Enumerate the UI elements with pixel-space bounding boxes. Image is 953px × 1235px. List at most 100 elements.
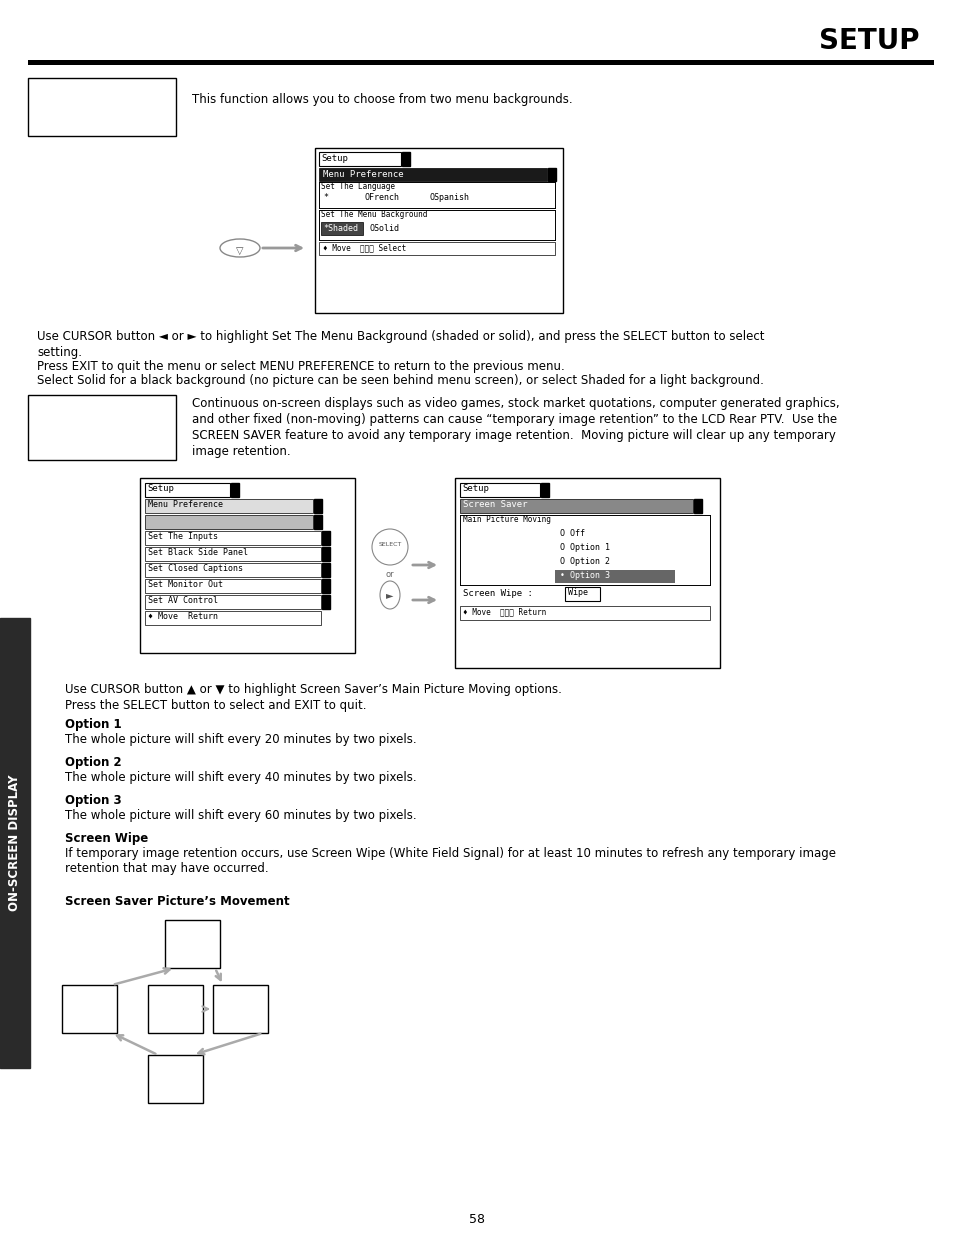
Bar (555, 571, 675, 583)
Text: Option 2: Option 2 (65, 756, 121, 769)
Bar (165, 920, 220, 968)
Bar (318, 152, 400, 165)
Bar (28, 61, 933, 65)
Bar (318, 242, 555, 254)
Bar (145, 547, 320, 561)
Bar (318, 168, 546, 182)
Text: This function allows you to choose from two menu backgrounds.: This function allows you to choose from … (192, 94, 572, 106)
Text: The whole picture will shift every 60 minutes by two pixels.: The whole picture will shift every 60 mi… (65, 809, 416, 823)
Text: 58: 58 (469, 1213, 484, 1226)
Text: Main Picture Moving: Main Picture Moving (462, 515, 550, 524)
Text: Option 3: Option 3 (65, 794, 121, 806)
Text: Wipe: Wipe (567, 588, 587, 597)
Bar (322, 579, 330, 593)
Text: The whole picture will shift every 20 minutes by two pixels.: The whole picture will shift every 20 mi… (65, 734, 416, 746)
Bar (314, 515, 322, 529)
Text: Press the SELECT button to select and EXIT to quit.: Press the SELECT button to select and EX… (65, 699, 366, 713)
Text: *Shaded: *Shaded (323, 224, 357, 233)
Text: Set Black Side Panel: Set Black Side Panel (148, 548, 248, 557)
Bar (145, 595, 320, 609)
Text: Option 1: Option 1 (65, 718, 121, 731)
Bar (62, 986, 117, 1032)
Text: OFrench: OFrench (365, 193, 399, 203)
Bar (564, 587, 599, 601)
Text: Set Closed Captions: Set Closed Captions (148, 564, 243, 573)
Bar (459, 499, 692, 513)
Text: ►: ► (386, 590, 394, 600)
Text: Setup: Setup (461, 484, 488, 493)
Text: OSpanish: OSpanish (430, 193, 470, 203)
Text: • Option 3: • Option 3 (559, 571, 609, 580)
Bar (459, 483, 539, 496)
Bar (145, 611, 320, 625)
Text: ♦ Move  ⓂⓄⓃ Select: ♦ Move ⓂⓄⓃ Select (323, 243, 406, 252)
Text: Screen Saver: Screen Saver (462, 500, 527, 509)
Text: Screen Saver Picture’s Movement: Screen Saver Picture’s Movement (65, 895, 290, 908)
Text: SETUP: SETUP (819, 27, 919, 56)
Bar (401, 152, 410, 165)
Text: image retention.: image retention. (192, 445, 291, 458)
Text: Use CURSOR button ▲ or ▼ to highlight Screen Saver’s Main Picture Moving options: Use CURSOR button ▲ or ▼ to highlight Sc… (65, 683, 561, 697)
Bar (145, 515, 313, 529)
Bar (28, 395, 175, 459)
Bar (145, 531, 320, 545)
Bar (455, 478, 720, 668)
Bar (145, 483, 230, 496)
Text: The whole picture will shift every 40 minutes by two pixels.: The whole picture will shift every 40 mi… (65, 771, 416, 784)
Text: Set The Menu Background: Set The Menu Background (320, 210, 427, 219)
Text: retention that may have occurred.: retention that may have occurred. (65, 862, 269, 876)
Bar (148, 986, 203, 1032)
Bar (0, 618, 30, 1068)
Text: Screen Wipe: Screen Wipe (65, 832, 148, 845)
Text: ON-SCREEN DISPLAY: ON-SCREEN DISPLAY (9, 774, 22, 911)
Text: If temporary image retention occurs, use Screen Wipe (White Field Signal) for at: If temporary image retention occurs, use… (65, 847, 835, 860)
Bar (145, 499, 313, 513)
Bar (28, 78, 175, 136)
Text: SELECT: SELECT (378, 542, 401, 547)
Bar (148, 1055, 203, 1103)
Bar (547, 168, 556, 182)
Text: setting.: setting. (37, 346, 82, 359)
Text: Set AV Control: Set AV Control (148, 597, 218, 605)
Text: Setup: Setup (147, 484, 173, 493)
Bar (322, 547, 330, 561)
Bar (540, 483, 548, 496)
Circle shape (372, 529, 408, 564)
Bar (322, 531, 330, 545)
Bar (693, 499, 701, 513)
Bar (145, 579, 320, 593)
Text: Setup: Setup (320, 154, 348, 163)
Text: OSolid: OSolid (370, 224, 399, 233)
Text: SCREEN SAVER feature to avoid any temporary image retention.  Moving picture wil: SCREEN SAVER feature to avoid any tempor… (192, 429, 835, 442)
Text: ♦ Move  Return: ♦ Move Return (148, 613, 218, 621)
Ellipse shape (220, 240, 260, 257)
Text: ♦ Move  ⓂⓄⓃ Return: ♦ Move ⓂⓄⓃ Return (462, 606, 546, 616)
Text: Use CURSOR button ◄ or ► to highlight Set The Menu Background (shaded or solid),: Use CURSOR button ◄ or ► to highlight Se… (37, 330, 763, 343)
Text: Menu Preference: Menu Preference (323, 170, 403, 179)
Bar (314, 148, 562, 312)
Text: Select Solid for a black background (no picture can be seen behind menu screen),: Select Solid for a black background (no … (37, 374, 763, 387)
Bar (459, 606, 709, 620)
Text: Set The Inputs: Set The Inputs (148, 532, 218, 541)
Text: Set Monitor Out: Set Monitor Out (148, 580, 223, 589)
Bar (145, 563, 320, 577)
Ellipse shape (379, 580, 399, 609)
Text: Continuous on-screen displays such as video games, stock market quotations, comp: Continuous on-screen displays such as vi… (192, 396, 839, 410)
Bar (231, 483, 239, 496)
Text: Press EXIT to quit the menu or select MENU PREFERENCE to return to the previous : Press EXIT to quit the menu or select ME… (37, 359, 564, 373)
Bar (140, 478, 355, 653)
Text: or: or (385, 571, 394, 579)
Text: and other fixed (non-moving) patterns can cause “temporary image retention” to t: and other fixed (non-moving) patterns ca… (192, 412, 836, 426)
Bar (213, 986, 268, 1032)
Bar (314, 499, 322, 513)
Text: *: * (323, 193, 328, 203)
Text: Screen Wipe :: Screen Wipe : (462, 589, 533, 598)
Text: O Option 2: O Option 2 (559, 557, 609, 566)
Text: O Off: O Off (559, 529, 584, 538)
Text: O Option 1: O Option 1 (559, 543, 609, 552)
Text: Menu Preference: Menu Preference (148, 500, 223, 509)
Text: Set The Language: Set The Language (320, 182, 395, 191)
Bar (322, 595, 330, 609)
Bar (320, 222, 363, 235)
Text: ▽: ▽ (236, 246, 244, 256)
